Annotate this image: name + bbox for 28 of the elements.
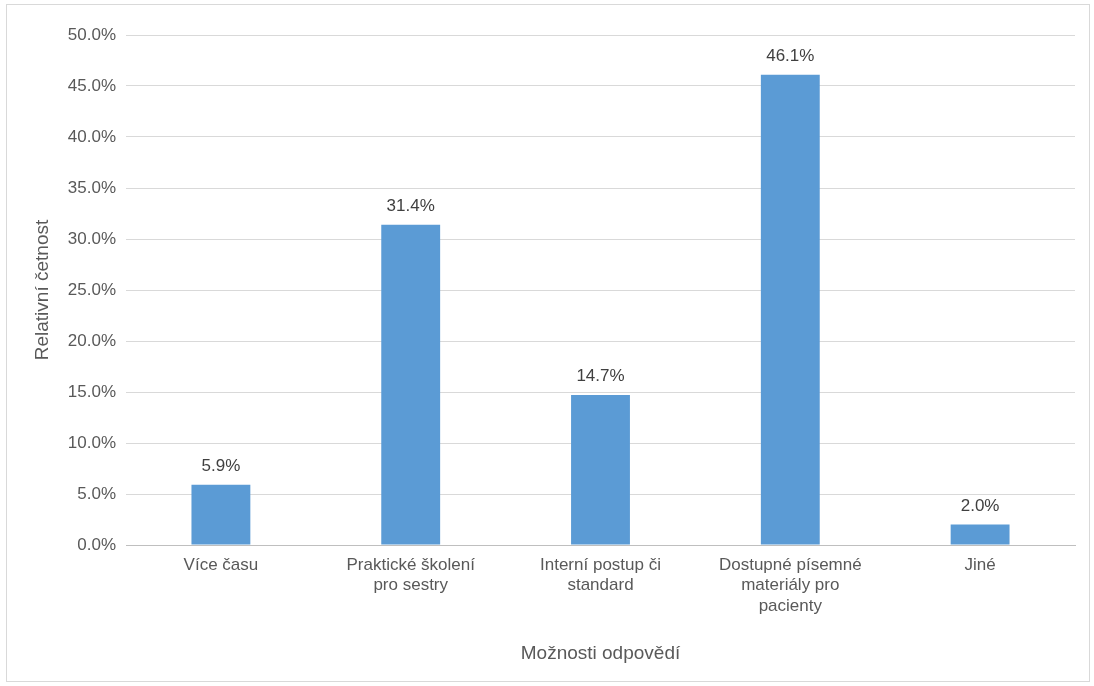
y-tick-label: 0.0%: [77, 534, 116, 554]
x-tick-label: Jiné: [964, 554, 996, 574]
y-tick-label: 50.0%: [67, 24, 116, 44]
x-tick-label: Praktické školení pro sestry: [346, 554, 476, 595]
y-tick-label: 20.0%: [67, 330, 116, 350]
y-tick-label: 30.0%: [67, 228, 116, 248]
data-label: 14.7%: [576, 366, 625, 386]
y-tick-label: 45.0%: [67, 75, 116, 95]
y-tick-label: 15.0%: [67, 381, 116, 401]
y-tick-label: 35.0%: [67, 177, 116, 197]
bar: [381, 224, 441, 545]
bar: [760, 74, 820, 545]
y-tick-label: 5.0%: [77, 483, 116, 503]
data-label: 46.1%: [766, 45, 815, 65]
x-tick-label: Dostupné písemné materiály pro pacienty: [718, 554, 862, 615]
y-axis-title: Relativní četnost: [30, 219, 52, 361]
bar: [571, 395, 630, 545]
bar: [950, 524, 1010, 545]
x-tick-label: Více času: [183, 554, 259, 574]
data-label: 31.4%: [386, 195, 435, 215]
x-tick-label: Interní postup či standard: [540, 554, 661, 595]
bar: [191, 484, 251, 545]
y-tick-label: 10.0%: [67, 432, 116, 452]
x-axis-title: Možnosti odpovědí: [520, 641, 681, 663]
data-label: 5.9%: [201, 456, 241, 476]
y-tick-label: 40.0%: [67, 126, 116, 146]
data-label: 2.0%: [960, 495, 1000, 515]
y-tick-label: 25.0%: [67, 279, 116, 299]
